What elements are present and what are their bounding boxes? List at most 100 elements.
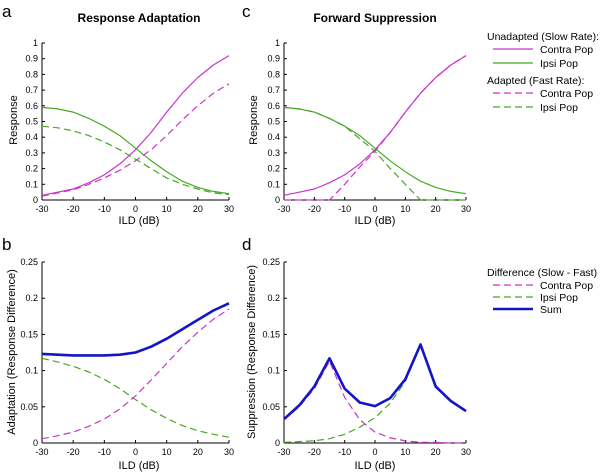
panel-b-xtick-label: -30 [35,447,48,457]
panel-c-title: Forward Suppression [313,11,436,25]
panel-c-ytick-label: 0.4 [267,132,280,142]
panel-d-xtick-label: 20 [431,447,441,457]
panel-d-xtick-label: 0 [372,447,377,457]
panel-c-ytick-label: 0.9 [267,54,280,64]
panel-a-ytick-label: 0.4 [25,132,38,142]
legend-bottom-title: Difference (Slow - Fast) [487,267,597,279]
panel-c-xtick-label: -30 [277,204,290,214]
panel-b-plot: -30 -20 -10 0 10 20 30 0 0.05 0.1 0.15 0.2 0.25 [20,257,234,457]
panel-c-ytick-label: 1 [275,38,280,48]
panel-a-ytick-label: 0 [33,195,38,205]
panel-d-series-contra-pop [283,360,466,444]
panel-d-plot: -30 -20 -10 0 10 20 30 0 0.05 0.1 0.15 0.2 0.25 [262,257,471,457]
panel-c-xtick-label: -10 [338,204,351,214]
panel-a-ytick-label: 0.5 [25,117,38,127]
panel-b-ytick-label: 0.25 [20,257,38,267]
panel-a-xtick-label: -30 [35,204,48,214]
panel-b-ytick-label: 0.15 [20,329,38,339]
panel-d-xtick-label: 30 [461,447,471,457]
legend-bottom: Difference (Slow - Fast) Contra Pop Ipsi… [487,267,597,316]
legend-diff-ipsi-label: Ipsi Pop [540,292,578,304]
panel-a-ytick-label: 0.6 [25,101,38,111]
panel-a-xtick-label: 0 [133,204,138,214]
panel-label-d: d [242,235,251,254]
legend-diff-contra-label: Contra Pop [540,280,593,292]
panel-a-ytick-label: 0.9 [25,54,38,64]
panel-b-ytick-label: 0 [33,438,38,448]
panel-a-xtick-label: -10 [98,204,111,214]
legend-top-group2-title: Adapted (Fast Rate): [487,75,584,87]
legend-diff-sum-label: Sum [540,304,562,316]
panel-a-ytick-label: 1 [33,38,38,48]
panel-a-xlabel: ILD (dB) [119,215,160,227]
panel-a-xtick-label: 10 [162,204,172,214]
panel-c-ylabel: Response [248,95,260,145]
panel-a-ytick-label: 0.8 [25,69,38,79]
panel-a-ytick-label: 0.2 [25,164,38,174]
panel-c-ytick-label: 0 [275,195,280,205]
panel-a-series-adapted-contra-pop [41,83,230,197]
panel-a-ylabel: Response [8,95,20,145]
panel-b-xtick-label: 20 [193,447,203,457]
panel-d-xtick-label: -30 [277,447,290,457]
panel-a-ytick-label: 0.3 [25,148,38,158]
panel-a-ytick-label: 0.1 [25,179,38,189]
legend-top-group1-title: Unadapted (Slow Rate): [487,31,599,43]
panel-a-series-unadapted-contra-pop [41,55,230,196]
panel-d-xtick-label: -20 [308,447,321,457]
panel-b-xtick-label: 10 [162,447,172,457]
panel-d-series-ipsi-pop [283,345,467,443]
panel-label-c: c [242,2,251,21]
panel-c-series-unadapted-contra-pop [283,55,467,196]
panel-d-ylabel: Suppression (Response Difference) [246,265,258,439]
panel-label-b: b [2,235,11,254]
panel-d-xtick-label: 10 [400,447,410,457]
panel-c-plot: -30 -20 -10 0 10 20 30 0 0.1 0.2 0.3 0.4 0.5 0.6 0.7 0.… [267,38,471,214]
panel-b-ylabel: Adaptation (Response Difference) [6,269,18,435]
panel-c-ytick-label: 0.7 [267,85,280,95]
panel-a-xtick-label: -20 [67,204,80,214]
panel-c-ytick-label: 0.1 [267,179,280,189]
panel-b-xlabel: ILD (dB) [119,460,160,472]
panel-c-series-unadapted-ipsi-pop [283,106,467,195]
panel-a-series-adapted-ipsi-pop [41,125,230,196]
panel-label-a: a [2,2,12,21]
panel-a-plot: -30 -20 -10 0 10 20 30 0 0.1 0.2 0.3 0.4 0.5 0.6 0.7 0.… [25,38,234,214]
panel-c-xtick-label: 30 [461,204,471,214]
panel-b-xtick-label: -20 [67,447,80,457]
panel-c-xtick-label: 10 [400,204,410,214]
panel-d-ytick-label: 0.2 [267,293,280,303]
panel-b-series-contra-pop [41,308,230,440]
panel-b-xtick-label: 30 [224,447,234,457]
panel-b-ytick-label: 0.05 [20,402,38,412]
panel-c-ytick-label: 0.2 [267,164,280,174]
panel-d-ytick-label: 0.25 [262,257,280,267]
panel-c-xtick-label: 20 [431,204,441,214]
panel-c-ytick-label: 0.3 [267,148,280,158]
panel-c-series-adapted-contra-pop [284,55,467,201]
panel-a-series-unadapted-ipsi-pop [41,106,230,195]
panel-b-xtick-label: 0 [133,447,138,457]
legend-top: Unadapted (Slow Rate): Contra Pop Ipsi P… [487,31,599,114]
panel-b-xtick-label: -10 [98,447,111,457]
panel-c-series-adapted-ipsi-pop [283,106,466,201]
panel-a-xtick-label: 20 [193,204,203,214]
panel-d-xtick-label: -10 [338,447,351,457]
legend-unadapted-ipsi-label: Ipsi Pop [540,58,578,70]
panel-b-ytick-label: 0.1 [25,366,38,376]
panel-c-xtick-label: 0 [372,204,377,214]
legend-adapted-contra-label: Contra Pop [540,88,593,100]
panel-c-ytick-label: 0.5 [267,117,280,127]
panel-d-ytick-label: 0.1 [267,366,280,376]
panel-a-ytick-label: 0.7 [25,85,38,95]
legend-unadapted-contra-label: Contra Pop [540,44,593,56]
panel-c-ytick-label: 0.6 [267,101,280,111]
panel-b-series-sum [41,302,230,357]
panel-d-ytick-label: 0 [275,438,280,448]
panel-c-xlabel: ILD (dB) [355,215,396,227]
panel-a-xtick-label: 30 [224,204,234,214]
panel-c-xtick-label: -20 [308,204,321,214]
panel-d-series-sum [283,343,467,421]
legend-adapted-ipsi-label: Ipsi Pop [540,102,578,114]
